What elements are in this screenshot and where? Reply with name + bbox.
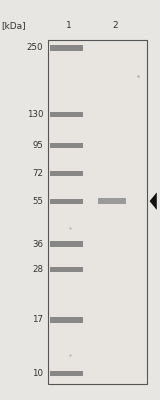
- Text: 130: 130: [27, 110, 43, 119]
- Bar: [48, 40, 147, 384]
- Text: 28: 28: [32, 265, 43, 274]
- Bar: [50, 171, 83, 176]
- Bar: [50, 371, 83, 376]
- Bar: [50, 143, 83, 148]
- Bar: [50, 112, 83, 117]
- Text: [kDa]: [kDa]: [2, 21, 26, 30]
- Bar: [50, 267, 83, 272]
- Bar: [50, 242, 83, 247]
- Text: 2: 2: [112, 21, 118, 30]
- Text: 10: 10: [32, 369, 43, 378]
- Bar: [50, 198, 83, 204]
- Text: 55: 55: [32, 197, 43, 206]
- Text: 72: 72: [32, 169, 43, 178]
- Bar: [50, 45, 83, 50]
- Text: 17: 17: [32, 316, 43, 324]
- Polygon shape: [150, 192, 157, 210]
- Text: 1: 1: [66, 21, 72, 30]
- Text: 36: 36: [32, 240, 43, 248]
- Text: 250: 250: [27, 44, 43, 52]
- Text: 95: 95: [32, 141, 43, 150]
- Bar: [98, 198, 126, 204]
- Bar: [50, 317, 83, 322]
